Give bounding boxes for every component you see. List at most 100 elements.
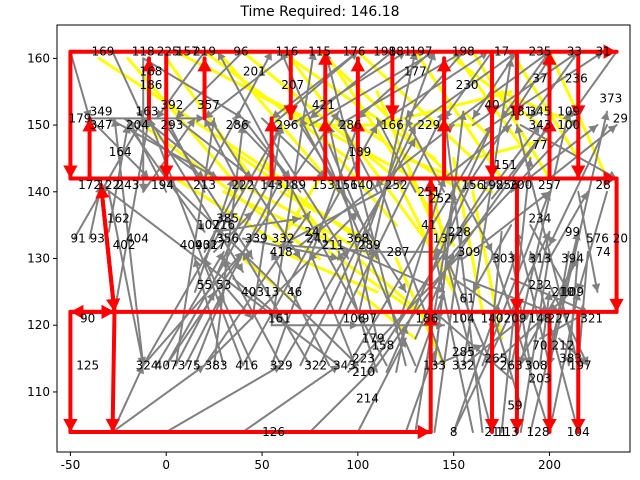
node-label-139: 133 [423,358,446,372]
gray-edge-arrowhead-127 [543,251,553,261]
route-edge-arrowhead-33 [571,105,586,119]
node-label-61: 140 [350,178,373,192]
node-label-109: 40 [241,285,256,299]
node-label-85: 418 [270,245,293,259]
highlight-edge-16 [141,123,322,261]
gray-edge-arrowhead-54 [492,303,502,312]
node-label-68: 28 [596,178,611,192]
node-label-80: 402 [113,238,136,252]
node-label-40: 296 [276,118,299,132]
gray-edge-66 [193,177,235,293]
gray-edge-arrowhead-164 [309,109,319,119]
gray-edge-arrowhead-136 [242,251,251,261]
node-label-25: 373 [599,91,622,105]
gray-edge-arrowhead-70 [275,125,285,134]
gray-edge-arrowhead-89 [143,118,153,127]
gray-edge-arrowhead-144 [454,251,464,261]
gray-edge-178 [308,364,379,433]
gray-edge-arrowhead-157 [338,118,347,128]
route-edge-arrowhead-5 [417,424,431,440]
y-tick-label-5: 160 [27,51,50,65]
gray-edge-72 [356,50,417,320]
route-edge-arrowhead-2 [609,298,624,312]
route-edge-10 [99,183,117,314]
gray-edge-47 [548,250,570,367]
gray-edge-106 [433,124,494,253]
route-edge-arrowhead-14 [197,58,212,72]
gray-edge-arrowhead-30 [369,125,378,135]
node-label-121: 148 [528,312,551,326]
node-label-110: 313 [256,285,279,299]
gray-edge-181 [111,364,206,433]
gray-edge-71 [270,50,315,327]
gray-edge-arrowhead-118 [544,291,553,301]
gray-edge-arrowhead-101 [502,125,512,134]
gray-edge-54 [452,277,503,313]
gray-edge-169 [500,50,551,120]
route-edge-arrowhead-36 [542,418,557,432]
gray-edge-arrowhead-71 [308,51,317,61]
gray-edge-arrowhead-42 [569,118,579,128]
gray-edge-arrowhead-178 [368,365,378,375]
gray-edge-137 [270,250,331,367]
node-label-87: 241 [306,232,329,246]
gray-edge-103 [510,124,599,193]
route-edge-arrowhead-7 [101,304,115,320]
node-label-37: 204 [126,118,149,132]
node-label-6: 116 [276,45,299,59]
node-label-78: 93 [90,232,105,246]
node-label-50: 151 [494,158,517,172]
node-label-32: 40 [484,98,499,112]
node-label-38: 293 [161,118,184,132]
node-label-15: 33 [567,45,582,59]
gray-edge-arrowhead-72 [409,51,418,61]
route-edge-arrowhead-28 [509,105,525,119]
node-label-105: 402 [195,238,218,252]
node-label-33: 345 [528,105,551,119]
node-label-108: 53 [216,278,231,292]
gray-edge-arrowhead-66 [226,178,235,188]
gray-edge-arrowhead-123 [448,191,457,201]
highlight-edge-4 [241,50,398,180]
gray-edge-arrowhead-110 [580,191,588,201]
gray-edge-arrowhead-167 [444,109,453,119]
gray-edge-112 [548,124,609,247]
gray-edge-arrowhead-137 [271,251,280,261]
route-edge-arrowhead-0 [63,165,78,179]
x-axis: -50 0 50 100 150 200 [61,452,561,472]
node-label-77: 91 [70,232,85,246]
node-label-128: 125 [76,358,99,372]
route-edge-arrowhead-23 [423,178,438,192]
y-tick-label-1: 120 [27,318,50,332]
route-edge-arrowhead-17 [318,118,333,132]
gray-edge-arrowhead-162 [156,109,165,119]
node-label-26: 349 [90,105,113,119]
gray-edge-172 [69,50,91,120]
gray-edge-27 [165,177,359,367]
node-label-82: 356 [216,232,239,246]
gray-edge-arrowhead-48 [564,356,574,366]
gray-edge-arrowhead-105 [484,242,493,252]
gray-edge-arrowhead-107 [540,191,550,201]
node-label-47: 164 [109,145,132,159]
highlight-edge-11 [509,50,580,160]
route-edge-arrowhead-20 [350,58,366,72]
node-label-16: 31 [596,45,611,59]
gray-edge-113 [577,190,609,293]
node-label-76: 228 [448,225,471,239]
gray-edge-24 [376,177,446,367]
node-label-10: 181 [389,45,412,59]
gray-edge-arrowhead-181 [195,365,205,374]
node-label-90: 289 [358,238,381,252]
gray-edge-arrowhead-108 [472,282,481,292]
gray-edge-arrowhead-138 [308,251,318,261]
route-edge-arrowhead-16 [283,105,298,119]
node-label-100: 74 [596,245,611,259]
gray-edge-arrowhead-150 [316,169,326,179]
gray-edge-160 [203,50,292,120]
gray-edge-arrowhead-113 [576,282,585,292]
node-label-97: 394 [561,252,584,266]
gray-edge-arrowhead-161 [175,109,185,119]
gray-edge-arrowhead-139 [336,251,346,261]
node-label-57: 143 [260,178,283,192]
